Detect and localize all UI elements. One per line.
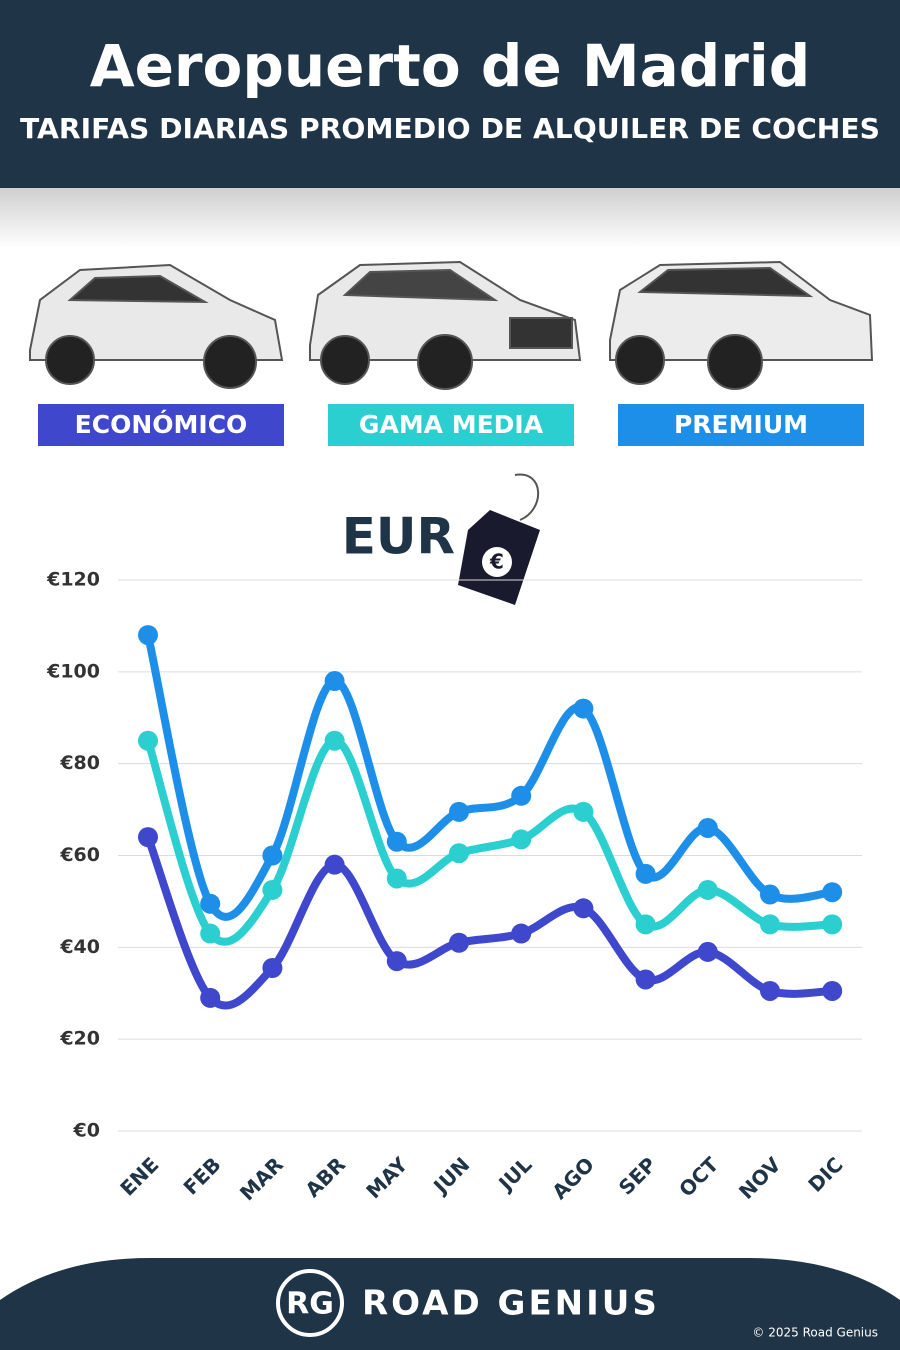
series-line xyxy=(144,631,837,921)
data-point xyxy=(200,987,221,1008)
data-point xyxy=(697,941,718,962)
car-premium xyxy=(609,260,874,390)
data-point xyxy=(262,879,283,900)
data-point xyxy=(386,868,407,889)
footer-bg xyxy=(0,1258,900,1350)
data-point xyxy=(573,698,594,719)
header-shadow xyxy=(0,188,900,248)
data-point xyxy=(697,879,718,900)
data-point xyxy=(138,730,158,751)
legend-badge xyxy=(38,404,284,446)
x-tick-label: AGO xyxy=(547,1152,599,1204)
x-tick-label: MAY xyxy=(361,1152,412,1203)
data-point xyxy=(449,932,469,953)
logo: RG xyxy=(286,1287,334,1322)
data-point xyxy=(760,884,780,905)
data-point xyxy=(138,625,158,646)
x-tick-label: FEB xyxy=(179,1152,226,1199)
data-point xyxy=(324,671,345,692)
subtitle: TARIFAS DIARIAS PROMEDIO DE ALQUILER DE … xyxy=(20,112,880,145)
data-point xyxy=(573,898,594,919)
data-point xyxy=(511,923,532,944)
data-point xyxy=(511,785,532,806)
legend-label: PREMIUM xyxy=(674,410,808,439)
x-tick-label: ABR xyxy=(300,1152,350,1202)
data-point xyxy=(200,893,221,914)
brand: ROAD GENIUS xyxy=(362,1284,660,1324)
y-tick-label: €20 xyxy=(59,1028,100,1050)
y-axis-label: EUR xyxy=(342,508,455,566)
data-point xyxy=(635,863,656,884)
legend-badge xyxy=(328,404,574,446)
x-tick-label: NOV xyxy=(734,1152,786,1204)
x-tick-label: DIC xyxy=(803,1152,847,1196)
y-tick-label: €100 xyxy=(46,660,100,682)
data-point xyxy=(822,882,843,903)
data-point xyxy=(573,801,594,822)
y-tick-label: €60 xyxy=(59,844,100,866)
data-point xyxy=(760,980,780,1001)
x-tick-label: OCT xyxy=(674,1152,723,1201)
car-gama-media xyxy=(309,260,582,390)
legend-label: GAMA MEDIA xyxy=(359,410,544,439)
data-point xyxy=(262,957,283,978)
header-bg xyxy=(0,0,900,188)
title: Aeropuerto de Madrid xyxy=(90,32,811,100)
svg-text:€: € xyxy=(489,550,504,574)
data-point xyxy=(635,914,656,935)
logo-ring xyxy=(276,1269,344,1337)
data-point xyxy=(386,831,407,852)
price-tag-icon: € xyxy=(458,473,540,605)
data-point xyxy=(324,854,345,875)
x-tick-label: JUL xyxy=(492,1152,536,1196)
data-point xyxy=(697,817,718,838)
data-point xyxy=(138,827,158,848)
x-tick-label: SEP xyxy=(614,1152,661,1199)
y-tick-label: €80 xyxy=(59,752,100,774)
y-tick-label: €120 xyxy=(46,569,100,591)
x-tick-label: ENE xyxy=(115,1152,163,1200)
data-point xyxy=(386,951,407,972)
data-point xyxy=(635,969,656,990)
data-point xyxy=(324,730,345,751)
data-point xyxy=(200,923,221,944)
copyright: © 2025 Road Genius xyxy=(752,1326,878,1340)
y-tick-label: €40 xyxy=(59,936,100,958)
data-point xyxy=(449,801,469,822)
data-point xyxy=(760,914,780,935)
x-tick-label: JUN xyxy=(427,1152,474,1199)
legend-label: ECONÓMICO xyxy=(75,409,248,439)
car-economico xyxy=(29,263,284,389)
data-point xyxy=(822,914,843,935)
data-point xyxy=(511,829,532,850)
data-point xyxy=(822,980,843,1001)
legend-badge xyxy=(618,404,864,446)
y-tick-label: €0 xyxy=(73,1120,100,1142)
data-point xyxy=(449,843,469,864)
data-point xyxy=(262,845,283,866)
x-tick-label: MAR xyxy=(235,1152,288,1205)
